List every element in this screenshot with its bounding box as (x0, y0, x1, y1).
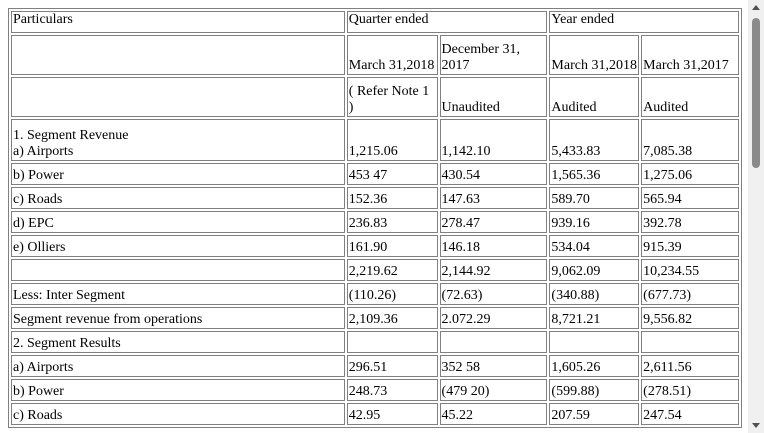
table-cell: 2,109.36 (346, 307, 438, 329)
table-cell: (599.88) (549, 379, 640, 401)
table-cell: 7,085.38 (641, 119, 739, 161)
section-heading: 1. Segment Revenue (13, 128, 129, 143)
header-quarter-ended: Quarter ended (346, 11, 548, 33)
row-label: e) Olliers (11, 235, 345, 257)
table-cell: 45.22 (439, 403, 548, 425)
table-row: b) Power 248.73 (479 20) (599.88) (278.5… (11, 379, 739, 401)
table-row: e) Olliers 161.90 146.18 534.04 915.39 (11, 235, 739, 257)
header-row-dates: March 31,2018 December 31, 2017 March 31… (11, 35, 739, 75)
table-cell: 8,721.21 (549, 307, 640, 329)
table-cell: 2,219.62 (346, 259, 438, 281)
header-status-unaudited: Unaudited (439, 77, 548, 117)
table-row-subtotal: 2,219.62 2,144.92 9,062.09 10,234.55 (11, 259, 739, 281)
table-cell: (677.73) (641, 283, 739, 305)
scroll-down-arrow-icon[interactable] (748, 417, 764, 433)
table-cell: 915.39 (641, 235, 739, 257)
table-row: 1. Segment Revenue a) Airports 1,215.06 … (11, 119, 739, 161)
table-cell: (110.26) (346, 283, 438, 305)
table-cell: (340.88) (549, 283, 640, 305)
table-cell: 2,611.56 (641, 355, 739, 377)
header-refer-note: ( Refer Note 1 ) (346, 77, 438, 117)
scroll-up-arrow-icon[interactable] (748, 0, 764, 16)
row-label: c) Roads (11, 187, 345, 209)
table-cell (439, 331, 548, 353)
header-row-periods: Particulars Quarter ended Year ended (11, 11, 739, 33)
table-cell: 2,144.92 (439, 259, 548, 281)
table-cell (641, 331, 739, 353)
header-status-audited-current: Audited (549, 77, 640, 117)
header-date-q-current: March 31,2018 (346, 35, 438, 75)
table-cell: 1,605.26 (549, 355, 640, 377)
header-date-y-previous: March 31,2017 (641, 35, 739, 75)
table-cell: 9,556.82 (641, 307, 739, 329)
header-blank (11, 35, 345, 75)
row-label: a) Airports (11, 355, 345, 377)
table-cell: 939.16 (549, 211, 640, 233)
table-cell: 147.63 (439, 187, 548, 209)
table-row: a) Airports 296.51 352 58 1,605.26 2,611… (11, 355, 739, 377)
table-row: c) Roads 42.95 45.22 207.59 247.54 (11, 403, 739, 425)
header-particulars: Particulars (11, 11, 345, 33)
row-label: Less: Inter Segment (11, 283, 345, 305)
table-cell: 352 58 (439, 355, 548, 377)
table-cell (549, 331, 640, 353)
table-cell: 236.83 (346, 211, 438, 233)
table-cell: 1,215.06 (346, 119, 438, 161)
table-cell: 9,062.09 (549, 259, 640, 281)
table-cell: 5,433.83 (549, 119, 640, 161)
table-row: Segment revenue from operations 2,109.36… (11, 307, 739, 329)
header-status-audited-previous: Audited (641, 77, 739, 117)
table-cell: 392.78 (641, 211, 739, 233)
table-row: d) EPC 236.83 278.47 939.16 392.78 (11, 211, 739, 233)
table-row: b) Power 453 47 430.54 1,565.36 1,275.06 (11, 163, 739, 185)
table-cell: 278.47 (439, 211, 548, 233)
table-cell: 248.73 (346, 379, 438, 401)
row-label: b) Power (11, 163, 345, 185)
table-cell: 1,565.36 (549, 163, 640, 185)
table-cell: 207.59 (549, 403, 640, 425)
vertical-scrollbar[interactable] (748, 0, 764, 433)
row-label: 1. Segment Revenue a) Airports (11, 119, 345, 161)
table-cell: 1,275.06 (641, 163, 739, 185)
table-cell: 10,234.55 (641, 259, 739, 281)
row-label: c) Roads (11, 403, 345, 425)
row-label: b) Power (11, 379, 345, 401)
row-label: Segment revenue from operations (11, 307, 345, 329)
table-row: Less: Inter Segment (110.26) (72.63) (34… (11, 283, 739, 305)
table-cell: (278.51) (641, 379, 739, 401)
table-cell: (72.63) (439, 283, 548, 305)
table-cell: 2.072.29 (439, 307, 548, 329)
table-cell: 565.94 (641, 187, 739, 209)
table-cell: 42.95 (346, 403, 438, 425)
table-cell: 430.54 (439, 163, 548, 185)
table-cell (346, 331, 438, 353)
row-label (11, 259, 345, 281)
scrollbar-thumb[interactable] (752, 18, 760, 168)
table-row: 2. Segment Results (11, 331, 739, 353)
table-cell: 296.51 (346, 355, 438, 377)
table-cell: 247.54 (641, 403, 739, 425)
header-date-q-previous: December 31, 2017 (439, 35, 548, 75)
segment-results-table: Particulars Quarter ended Year ended Mar… (8, 8, 742, 428)
row-label: d) EPC (11, 211, 345, 233)
table-cell: 1,142.10 (439, 119, 548, 161)
table-cell: 161.90 (346, 235, 438, 257)
row-label-text: a) Airports (13, 144, 74, 159)
table-cell: 534.04 (549, 235, 640, 257)
table-row: c) Roads 152.36 147.63 589.70 565.94 (11, 187, 739, 209)
header-date-y-current: March 31,2018 (549, 35, 640, 75)
table-cell: 589.70 (549, 187, 640, 209)
header-blank (11, 77, 345, 117)
document-viewport: Particulars Quarter ended Year ended Mar… (8, 8, 742, 428)
table-cell: 152.36 (346, 187, 438, 209)
table-cell: 453 47 (346, 163, 438, 185)
header-year-ended: Year ended (549, 11, 739, 33)
table-cell: 146.18 (439, 235, 548, 257)
table-cell: (479 20) (439, 379, 548, 401)
section-heading: 2. Segment Results (11, 331, 345, 353)
header-row-status: ( Refer Note 1 ) Unaudited Audited Audit… (11, 77, 739, 117)
